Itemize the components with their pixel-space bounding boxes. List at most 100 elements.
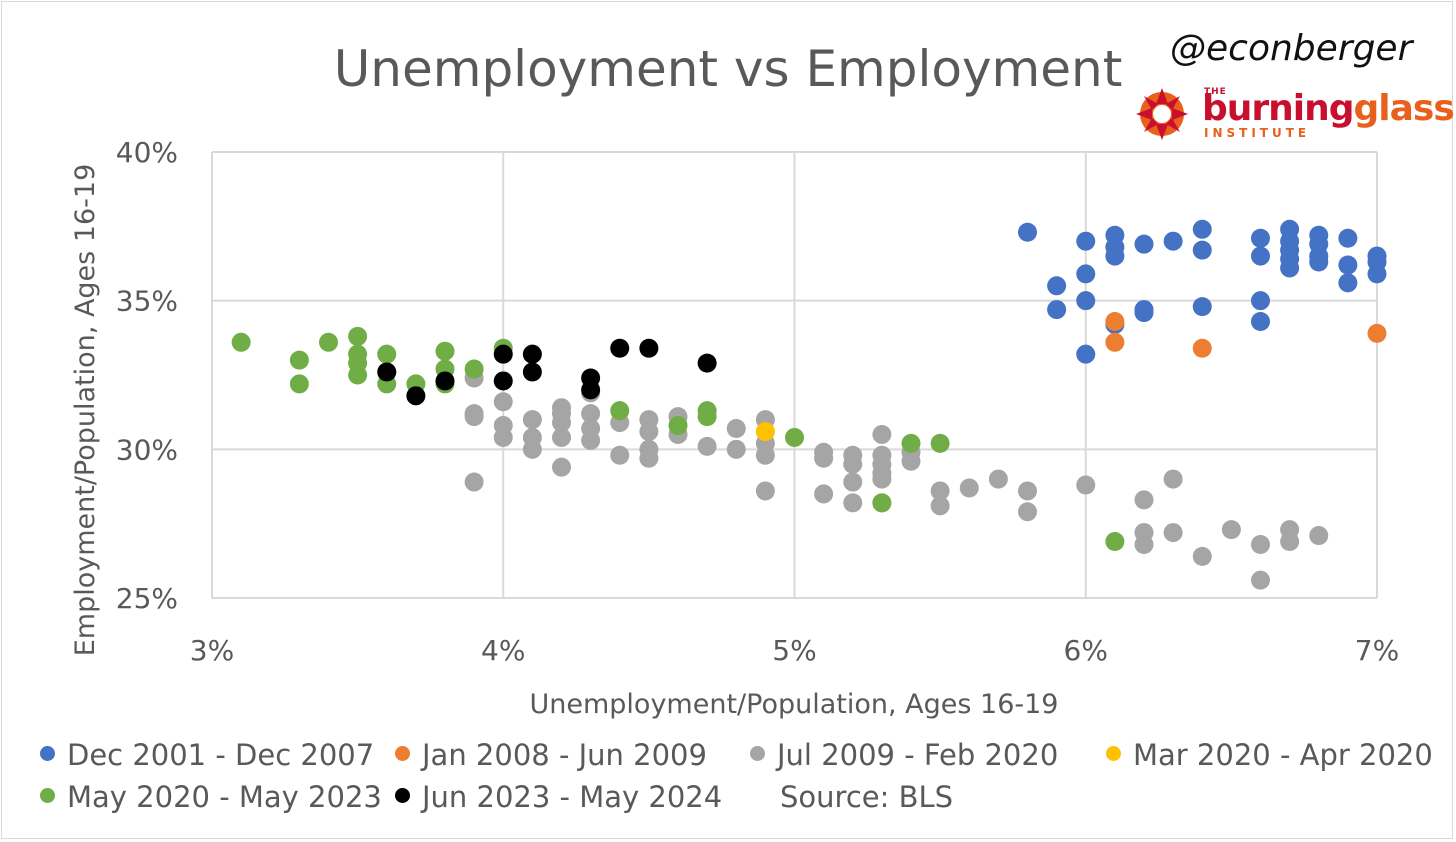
data-point xyxy=(406,386,426,406)
legend-swatch xyxy=(1106,746,1121,761)
data-point xyxy=(1076,231,1096,251)
data-point xyxy=(1251,311,1270,331)
logo-institute: INSTITUTE xyxy=(1204,126,1311,140)
data-point xyxy=(1134,534,1154,554)
data-point xyxy=(610,445,630,465)
data-point xyxy=(1018,481,1037,501)
legend-item: Jun 2023 - May 2024 xyxy=(395,780,722,814)
data-point xyxy=(581,404,601,424)
data-point xyxy=(1076,475,1096,495)
data-point xyxy=(1134,490,1154,510)
logo-word-glass: glass xyxy=(1353,88,1455,129)
data-point xyxy=(1367,264,1387,284)
data-point xyxy=(1192,546,1212,566)
legend-item: Jul 2009 - Feb 2020 xyxy=(750,738,1058,772)
legend-item: May 2020 - May 2023 xyxy=(40,780,382,814)
author-handle: @econberger xyxy=(1170,28,1413,69)
legend-label: Mar 2020 - Apr 2020 xyxy=(1133,738,1433,772)
logo-word-burning: burning xyxy=(1202,88,1355,129)
data-point xyxy=(1338,273,1358,293)
legend-swatch xyxy=(750,746,765,761)
data-point xyxy=(1251,228,1270,248)
data-point xyxy=(464,407,484,427)
logo-wordmark: burningglass xyxy=(1202,88,1455,129)
data-point xyxy=(668,416,688,436)
data-point xyxy=(1251,246,1270,266)
data-point xyxy=(930,481,950,501)
data-points xyxy=(231,219,1387,590)
data-point xyxy=(1076,344,1096,364)
data-point xyxy=(1047,276,1067,296)
data-point xyxy=(843,454,863,474)
data-point xyxy=(1309,526,1329,546)
data-point xyxy=(1134,303,1154,323)
data-point xyxy=(843,472,863,492)
data-point xyxy=(493,344,513,364)
data-point xyxy=(697,407,717,427)
data-point xyxy=(901,433,921,453)
data-point xyxy=(930,433,950,453)
data-point xyxy=(1163,231,1183,251)
data-point xyxy=(1105,246,1125,266)
data-point xyxy=(1367,323,1387,343)
gridlines xyxy=(211,151,1378,599)
data-point xyxy=(464,359,484,379)
legend-label: Dec 2001 - Dec 2007 xyxy=(67,738,375,772)
data-point xyxy=(289,350,309,370)
source-note: Source: BLS xyxy=(780,780,954,814)
x-tick-label: 6% xyxy=(1064,634,1108,667)
data-point xyxy=(435,371,455,391)
data-point xyxy=(1134,234,1154,254)
data-point xyxy=(755,421,775,441)
data-point xyxy=(348,365,368,385)
data-point xyxy=(1163,523,1183,543)
data-point xyxy=(522,362,542,382)
y-tick-label: 35% xyxy=(116,285,178,318)
y-tick-label: 25% xyxy=(116,582,178,615)
data-point xyxy=(1018,222,1037,242)
data-point xyxy=(1192,240,1212,260)
data-point xyxy=(1221,520,1241,540)
y-tick-label: 40% xyxy=(116,136,178,169)
data-point xyxy=(552,457,571,477)
data-point xyxy=(1105,311,1125,331)
x-tick-label: 3% xyxy=(190,634,234,667)
x-axis-label: Unemployment/Population, Ages 16-19 xyxy=(530,689,1059,720)
data-point xyxy=(1251,534,1270,554)
data-point xyxy=(377,344,397,364)
data-point xyxy=(755,481,775,501)
data-point xyxy=(552,427,571,447)
data-point xyxy=(522,344,542,364)
data-point xyxy=(464,472,484,492)
data-point xyxy=(639,448,659,468)
chart-title: Unemployment vs Employment xyxy=(333,40,1123,98)
legend-label: May 2020 - May 2023 xyxy=(67,780,382,814)
data-point xyxy=(814,448,834,468)
y-tick-label: 30% xyxy=(116,433,178,466)
data-point xyxy=(1338,255,1358,275)
data-point xyxy=(1280,258,1300,278)
data-point xyxy=(872,469,892,489)
data-point xyxy=(726,439,746,459)
legend-item: Jan 2008 - Jun 2009 xyxy=(395,738,707,772)
data-point xyxy=(901,451,921,471)
data-point xyxy=(639,338,659,358)
data-point xyxy=(1309,252,1329,272)
data-point xyxy=(872,424,892,444)
data-point xyxy=(843,493,863,513)
x-tick-label: 4% xyxy=(481,634,525,667)
data-point xyxy=(493,371,513,391)
data-point xyxy=(1192,338,1212,358)
data-point xyxy=(610,338,630,358)
legend-swatch xyxy=(395,788,410,803)
legend-label: Jan 2008 - Jun 2009 xyxy=(422,738,707,772)
data-point xyxy=(988,469,1008,489)
data-point xyxy=(1105,532,1125,552)
data-point xyxy=(697,353,717,373)
data-point xyxy=(289,374,309,394)
data-point xyxy=(1076,264,1096,284)
data-point xyxy=(377,362,397,382)
data-point xyxy=(1192,297,1212,317)
data-point xyxy=(552,413,571,433)
